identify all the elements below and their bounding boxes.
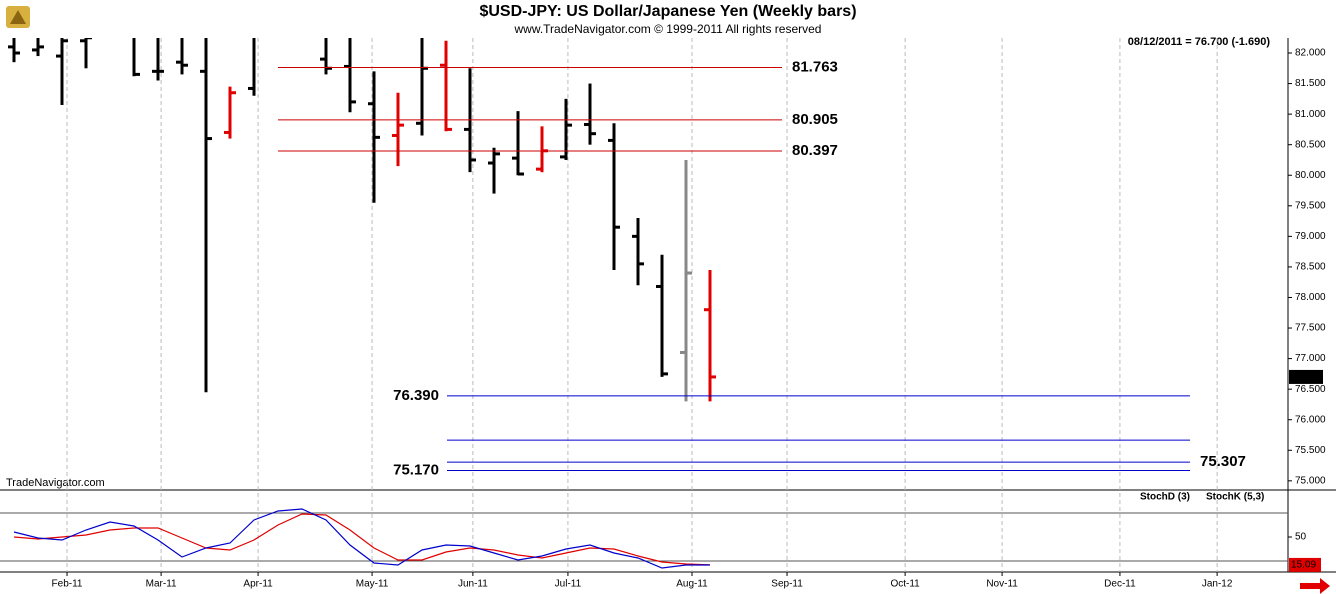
level-label: 76.390 xyxy=(393,387,439,404)
scroll-arrow[interactable] xyxy=(1300,578,1330,594)
y-tick-label: 77.500 xyxy=(1295,323,1326,334)
level-label: 75.170 xyxy=(393,461,439,478)
x-tick-label: Aug-11 xyxy=(676,579,708,590)
x-tick-label: Sep-11 xyxy=(771,579,803,590)
y-tick-label: 77.000 xyxy=(1295,353,1326,364)
level-label: 80.397 xyxy=(792,142,838,159)
x-tick-label: Feb-11 xyxy=(52,579,83,590)
y-tick-label: 79.000 xyxy=(1295,231,1326,242)
y-tick-label: 76.000 xyxy=(1295,414,1326,425)
y-tick-label: 81.500 xyxy=(1295,78,1326,89)
x-tick-label: Jan-12 xyxy=(1202,579,1233,590)
y-tick-label: 81.000 xyxy=(1295,109,1326,120)
quote: 08/12/2011 = 76.700 (-1.690) xyxy=(1128,36,1271,48)
x-tick-label: Oct-11 xyxy=(890,579,920,590)
stoch-line xyxy=(13,513,711,566)
y-tick-label: 76.500 xyxy=(1295,384,1326,395)
level-label: 81.763 xyxy=(792,58,838,75)
level-label: 75.307 xyxy=(1200,453,1246,470)
x-tick-label: May-11 xyxy=(356,579,389,590)
last-value-label: 15.09 xyxy=(1291,560,1316,571)
y-tick-label: 75.000 xyxy=(1295,475,1326,486)
chart-subtitle: www.TradeNavigator.com © 1999-2011 All r… xyxy=(514,22,822,36)
watermark: TradeNavigator.com xyxy=(6,477,105,489)
level-label: 80.905 xyxy=(792,111,838,128)
last-value-box xyxy=(1289,557,1321,572)
y-tick-label: 78.500 xyxy=(1295,262,1326,273)
x-tick-label: Apr-11 xyxy=(243,579,273,590)
y-tick-label: 79.500 xyxy=(1295,200,1326,211)
x-tick-label: Nov-11 xyxy=(986,579,1018,590)
y-tick-label: 80.000 xyxy=(1295,170,1326,181)
y-tick-label: 50 xyxy=(1295,532,1307,543)
logo xyxy=(6,6,30,28)
legend-entry: StochK (5,3) xyxy=(1206,492,1264,503)
y-tick-label: 78.000 xyxy=(1295,292,1326,303)
y-tick-label: 80.500 xyxy=(1295,139,1326,150)
x-tick-label: Dec-11 xyxy=(1104,579,1136,590)
y-tick-label: 75.500 xyxy=(1295,445,1326,456)
y-tick-label: 82.000 xyxy=(1295,48,1326,59)
legend-entry: StochD (3) xyxy=(1140,492,1190,503)
chart-title: $USD-JPY: US Dollar/Japanese Yen (Weekly… xyxy=(479,3,856,20)
x-tick-label: Mar-11 xyxy=(146,579,177,590)
x-tick-label: Jun-11 xyxy=(458,579,488,590)
stoch-line xyxy=(13,508,710,569)
last-price-box xyxy=(1289,369,1323,384)
last-price-label: 76.700 xyxy=(1291,372,1322,383)
x-tick-label: Jul-11 xyxy=(555,579,582,590)
